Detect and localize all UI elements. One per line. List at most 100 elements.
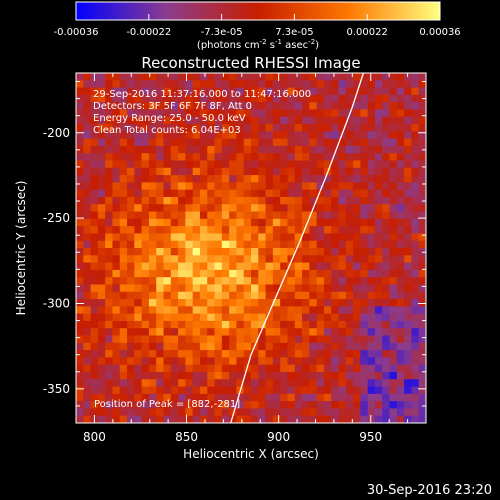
heatmap-cell: [367, 73, 376, 81]
heatmap-cell: [280, 138, 289, 147]
heatmap-cell: [280, 204, 289, 213]
heatmap-cell: [251, 182, 259, 191]
heatmap-cell: [214, 116, 223, 125]
heatmap-cell: [353, 167, 361, 176]
heatmap-cell: [127, 269, 135, 278]
heatmap-cell: [141, 204, 150, 213]
heatmap-cell: [229, 401, 238, 410]
heatmap-cell: [170, 189, 179, 198]
heatmap-cell: [338, 269, 347, 278]
heatmap-cell: [411, 175, 420, 183]
heatmap-cell: [382, 160, 391, 169]
heatmap-cell: [207, 350, 216, 358]
heatmap-cell: [207, 160, 216, 169]
heatmap-cell: [76, 131, 84, 140]
heatmap-cell: [404, 364, 413, 373]
heatmap-cell: [178, 94, 186, 103]
heatmap-cell: [192, 328, 201, 337]
heatmap-cell: [83, 269, 92, 278]
heatmap-cell: [105, 153, 114, 162]
heatmap-cell: [192, 218, 201, 227]
heatmap-cell: [309, 262, 318, 271]
heatmap-cell: [185, 248, 194, 256]
heatmap-cell: [97, 167, 106, 176]
heatmap-cell: [353, 196, 361, 205]
heatmap-cell: [199, 342, 208, 351]
heatmap-cell: [156, 131, 165, 140]
heatmap-cell: [148, 160, 157, 169]
heatmap-cell: [302, 371, 310, 380]
heatmap-cell: [353, 102, 361, 111]
heatmap-cell: [229, 87, 238, 96]
heatmap-cell: [185, 299, 194, 307]
heatmap-cell: [112, 328, 121, 337]
heatmap-cell: [134, 124, 143, 132]
heatmap-cell: [396, 189, 405, 198]
heatmap-cell: [148, 364, 157, 373]
heatmap-cell: [338, 87, 347, 96]
heatmap-cell: [367, 357, 376, 366]
heatmap-cell: [280, 182, 289, 191]
heatmap-cell: [353, 204, 361, 213]
heatmap-cell: [302, 189, 310, 198]
heatmap-cell: [112, 138, 121, 147]
heatmap-cell: [345, 393, 354, 402]
heatmap-cell: [185, 240, 194, 249]
heatmap-cell: [141, 175, 150, 183]
heatmap-cell: [353, 248, 361, 256]
heatmap-cell: [287, 87, 296, 96]
heatmap-cell: [258, 240, 267, 249]
heatmap-cell: [134, 138, 143, 147]
heatmap-cell: [404, 335, 413, 344]
heatmap-cell: [338, 124, 347, 132]
heatmap-cell: [323, 211, 332, 220]
heatmap-cell: [309, 386, 318, 395]
heatmap-cell: [404, 357, 413, 366]
heatmap-cell: [265, 196, 274, 205]
heatmap-cell: [141, 313, 150, 322]
heatmap-cell: [214, 240, 223, 249]
heatmap-cell: [382, 393, 391, 402]
heatmap-cell: [156, 291, 165, 300]
heatmap-cell: [178, 313, 186, 322]
heatmap-cell: [243, 313, 252, 322]
heatmap-cell: [280, 357, 289, 366]
heatmap-cell: [207, 145, 216, 154]
heatmap-cell: [294, 102, 303, 111]
heatmap-cell: [418, 109, 426, 118]
heatmap-cell: [345, 269, 354, 278]
heatmap-cell: [148, 379, 157, 388]
heatmap-cell: [207, 109, 216, 118]
heatmap-cell: [141, 233, 150, 242]
heatmap-cell: [185, 401, 194, 410]
heatmap-cell: [258, 357, 267, 366]
heatmap-cell: [309, 364, 318, 373]
heatmap-cell: [170, 320, 179, 329]
heatmap-cell: [418, 87, 426, 96]
heatmap-cell: [83, 364, 92, 373]
heatmap-cell: [170, 80, 179, 89]
heatmap-cell: [105, 320, 114, 329]
heatmap-cell: [127, 116, 135, 125]
heatmap-cell: [396, 226, 405, 235]
heatmap-cell: [127, 94, 135, 103]
heatmap-cell: [272, 248, 281, 256]
heatmap-cell: [119, 153, 128, 162]
colorbar-tick-label: 0.00036: [419, 27, 460, 38]
heatmap-cell: [97, 255, 106, 264]
heatmap-cell: [323, 401, 332, 410]
heatmap-cell: [185, 116, 194, 125]
heatmap-cell: [90, 182, 99, 191]
heatmap-cell: [192, 386, 201, 395]
heatmap-cell: [302, 240, 310, 249]
heatmap-cell: [185, 80, 194, 89]
heatmap-cell: [156, 269, 165, 278]
heatmap-cell: [214, 269, 223, 278]
heatmap-cell: [83, 291, 92, 300]
heatmap-cell: [323, 175, 332, 183]
y-tick-label: -300: [43, 296, 70, 310]
heatmap-cell: [127, 80, 135, 89]
heatmap-cell: [389, 386, 398, 395]
heatmap-cell: [192, 350, 201, 358]
heatmap-cell: [178, 299, 186, 307]
